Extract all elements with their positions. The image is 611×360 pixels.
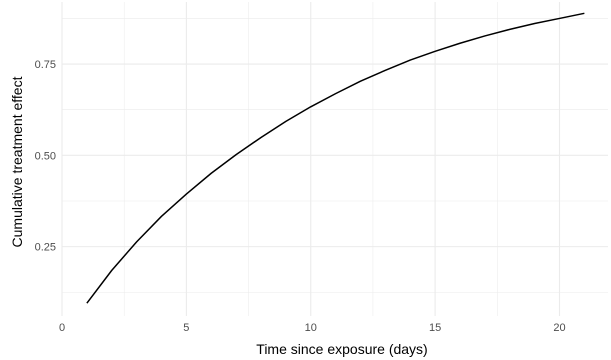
x-tick-label: 5 [183, 322, 189, 334]
x-tick-labels: 0 5 10 15 20 [59, 322, 566, 334]
y-tick-label: 0.25 [35, 242, 56, 254]
minor-gridlines [62, 2, 608, 316]
y-tick-label: 0.50 [35, 150, 56, 162]
x-tick-label: 0 [59, 322, 65, 334]
x-axis-title: Time since exposure (days) [256, 341, 427, 357]
major-gridlines [61, 2, 608, 316]
x-tick-label: 10 [305, 322, 317, 334]
y-tick-labels: 0.25 0.50 0.75 [35, 59, 56, 254]
series-line [86, 12, 585, 304]
x-tick-label: 20 [553, 322, 565, 334]
y-axis-title: Cumulative treatment effect [9, 76, 25, 247]
y-tick-label: 0.75 [35, 59, 56, 71]
series-layer [86, 12, 585, 304]
x-tick-label: 15 [429, 322, 441, 334]
